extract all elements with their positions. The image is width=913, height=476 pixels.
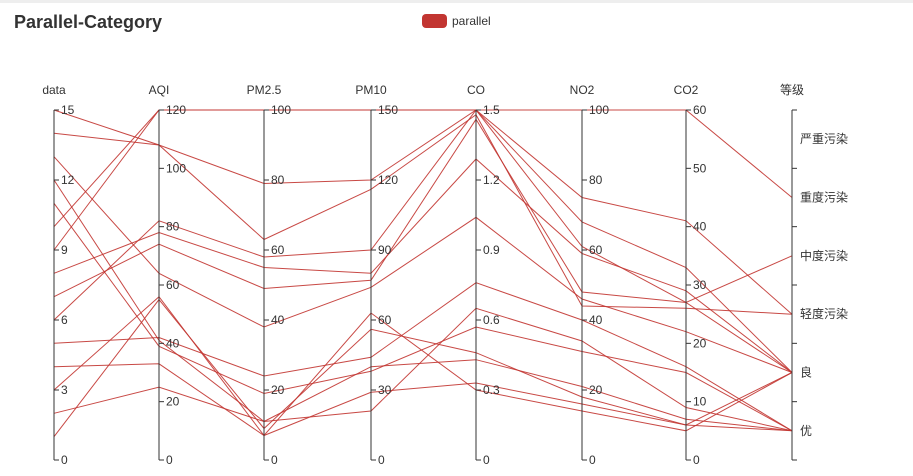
- tick-label: 轻度污染: [800, 306, 848, 321]
- series-line-4[interactable]: [53, 363, 793, 437]
- series-line-1[interactable]: [53, 298, 793, 438]
- axis-name-label: PM10: [355, 83, 387, 97]
- tick-label: 100: [271, 103, 291, 117]
- tick-label: 0.6: [483, 313, 500, 327]
- tick-label: 120: [378, 173, 398, 187]
- axis-5: NO2 0 20 40 60 80 100: [570, 83, 610, 467]
- axis-name-label: PM2.5: [247, 83, 282, 97]
- tick-label: 150: [378, 103, 398, 117]
- series-line-15[interactable]: [53, 109, 793, 315]
- series-line-14[interactable]: [53, 109, 793, 315]
- axis-6: CO2 0 10 20 30 40 50 60: [674, 83, 707, 467]
- tick-label: 0: [166, 453, 173, 467]
- series-line-5[interactable]: [53, 282, 793, 432]
- series-lines: [53, 109, 793, 438]
- axis-name-label: CO2: [674, 83, 699, 97]
- axis-name-label: NO2: [570, 83, 595, 97]
- legend-label: parallel: [452, 14, 491, 28]
- series-line-11[interactable]: [53, 203, 793, 432]
- tick-label: 3: [61, 383, 68, 397]
- series-line-6[interactable]: [53, 109, 793, 373]
- axis-name-label: AQI: [149, 83, 170, 97]
- tick-label: 中度污染: [800, 248, 848, 263]
- tick-label: 0: [271, 453, 278, 467]
- tick-label: 60: [166, 278, 180, 292]
- tick-label: 20: [693, 336, 707, 350]
- series-line-8[interactable]: [53, 158, 793, 373]
- tick-label: 50: [693, 161, 707, 175]
- series-line-12[interactable]: [53, 179, 793, 432]
- tick-label: 20: [589, 383, 603, 397]
- tick-label: 严重污染: [800, 131, 848, 146]
- chart-title: Parallel-Category: [14, 12, 163, 32]
- tick-label: 0: [61, 453, 68, 467]
- top-border: [0, 0, 913, 3]
- axis-2: PM2.5 0 20 40 60 80 100: [247, 83, 292, 467]
- tick-label: 重度污染: [800, 190, 848, 205]
- tick-label: 9: [61, 243, 68, 257]
- tick-label: 0.9: [483, 243, 500, 257]
- tick-label: 0: [378, 453, 385, 467]
- tick-label: 0: [483, 453, 490, 467]
- axis-0: data 0 3 6 9 12 15: [42, 83, 74, 467]
- tick-label: 90: [378, 243, 392, 257]
- axis-1: AQI 0 20 40 60 80 100 120: [149, 83, 187, 467]
- tick-label: 12: [61, 173, 75, 187]
- tick-label: 80: [271, 173, 285, 187]
- tick-label: 30: [693, 278, 707, 292]
- tick-label: 60: [271, 243, 285, 257]
- tick-label: 0.3: [483, 383, 500, 397]
- tick-label: 0: [589, 453, 596, 467]
- tick-label: 15: [61, 103, 75, 117]
- tick-label: 0: [693, 453, 700, 467]
- tick-label: 10: [693, 395, 707, 409]
- axis-7: 等级优 良 轻度污染 中度污染 重度污染 严重污染: [780, 83, 848, 461]
- series-line-10[interactable]: [53, 109, 793, 304]
- tick-label: 1.5: [483, 103, 500, 117]
- axis-name-label: CO: [467, 83, 485, 97]
- series-line-13[interactable]: [53, 156, 793, 373]
- tick-label: 40: [693, 220, 707, 234]
- legend-swatch: [422, 14, 447, 28]
- axis-4: CO 0 0.3 0.6 0.9 1.2 1.5: [467, 83, 500, 467]
- tick-label: 80: [589, 173, 603, 187]
- tick-label: 20: [166, 395, 180, 409]
- axis-name-label: 等级: [780, 83, 804, 97]
- tick-label: 100: [589, 103, 609, 117]
- tick-label: 优: [800, 424, 812, 438]
- tick-label: 40: [589, 313, 603, 327]
- tick-label: 120: [166, 103, 186, 117]
- tick-label: 60: [693, 103, 707, 117]
- tick-label: 6: [61, 313, 68, 327]
- tick-label: 1.2: [483, 173, 500, 187]
- tick-label: 60: [378, 313, 392, 327]
- legend-item[interactable]: parallel: [422, 14, 491, 28]
- series-line-2[interactable]: [53, 307, 793, 432]
- tick-label: 80: [166, 220, 180, 234]
- tick-label: 100: [166, 161, 186, 175]
- tick-label: 40: [271, 313, 285, 327]
- series-line-3[interactable]: [53, 295, 793, 437]
- tick-label: 60: [589, 243, 603, 257]
- axis-name-label: data: [42, 83, 66, 97]
- axis-3: PM10 0 30 60 90 120 150: [355, 83, 398, 467]
- tick-label: 良: [800, 365, 812, 380]
- tick-label: 30: [378, 383, 392, 397]
- series-line-7[interactable]: [53, 118, 793, 373]
- tick-label: 40: [166, 336, 180, 350]
- tick-label: 20: [271, 383, 285, 397]
